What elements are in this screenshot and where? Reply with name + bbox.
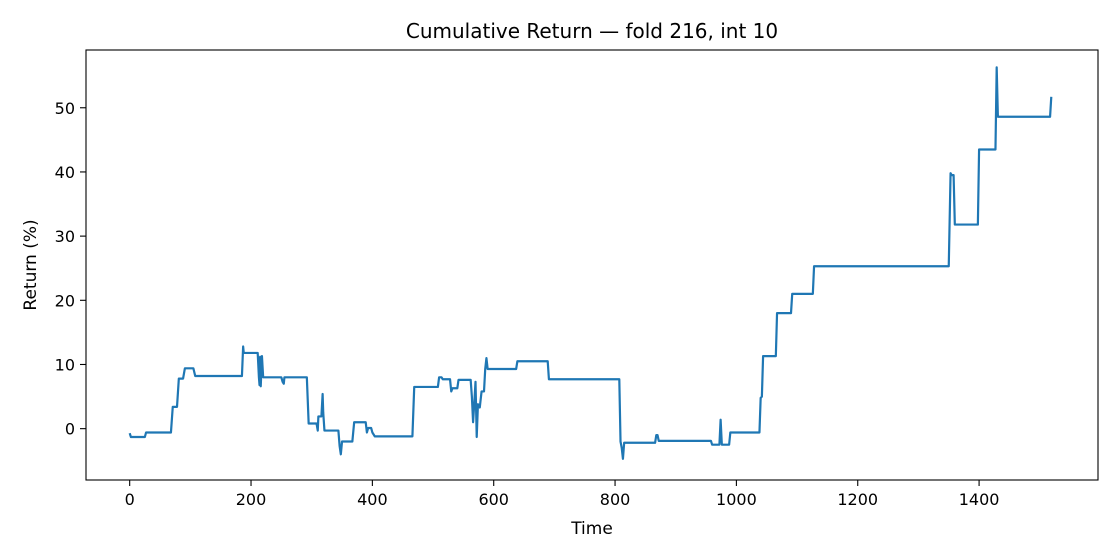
x-tick-label: 1200 xyxy=(837,490,878,509)
x-tick-label: 400 xyxy=(357,490,388,509)
plot-area: 0 200 400 600 800 1000 1200 1400 0 10 20 30 40 50 xyxy=(55,49,1099,509)
y-tick-label: 40 xyxy=(55,163,75,182)
x-tick-label: 200 xyxy=(236,490,267,509)
x-axis-label: Time xyxy=(570,519,613,539)
x-tick-label: 1400 xyxy=(959,490,1000,509)
y-tick-label: 50 xyxy=(55,99,75,118)
axes-frame xyxy=(85,49,1099,481)
y-tick-label: 30 xyxy=(55,227,75,246)
x-tick-label: 1000 xyxy=(716,490,757,509)
series-line-0 xyxy=(128,66,1053,460)
y-tick-label: 10 xyxy=(55,355,75,374)
chart-title: Cumulative Return — fold 216, int 10 xyxy=(406,19,778,43)
x-tick-label: 0 xyxy=(125,490,135,509)
x-tick-label: 600 xyxy=(478,490,509,509)
y-tick-label: 0 xyxy=(65,420,75,439)
y-tick-label: 20 xyxy=(55,291,75,310)
y-axis-label: Return (%) xyxy=(21,219,41,310)
x-tick-label: 800 xyxy=(600,490,631,509)
